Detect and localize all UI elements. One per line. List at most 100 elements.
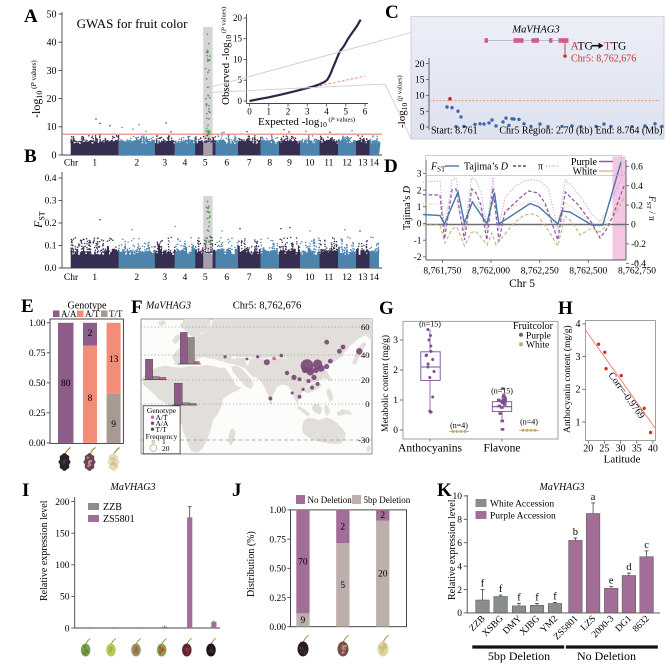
- svg-text:(n=4): (n=4): [450, 421, 468, 430]
- svg-text:8: 8: [88, 394, 93, 404]
- svg-text:15: 15: [415, 76, 425, 86]
- svg-text:1: 1: [92, 273, 97, 283]
- svg-text:Anthocyanin content (mg/g): Anthocyanin content (mg/g): [562, 325, 573, 433]
- svg-text:14: 14: [369, 273, 379, 283]
- svg-text:Anthocyanins: Anthocyanins: [398, 443, 462, 455]
- svg-text:13: 13: [358, 159, 368, 169]
- svg-text:35: 35: [632, 444, 642, 455]
- svg-text:Purple: Purple: [526, 331, 551, 341]
- svg-text:A/T: A/T: [85, 309, 100, 319]
- svg-text:6: 6: [457, 539, 462, 549]
- svg-text:20: 20: [361, 375, 370, 385]
- svg-text:80: 80: [61, 379, 71, 389]
- svg-text:25: 25: [599, 444, 609, 455]
- svg-text:20: 20: [415, 60, 425, 70]
- svg-text:0.3: 0.3: [45, 197, 57, 207]
- svg-text:T/T: T/T: [156, 425, 168, 434]
- svg-text:Latitude: Latitude: [604, 454, 641, 466]
- svg-text:A/T: A/T: [156, 413, 169, 422]
- svg-text:0: 0: [52, 150, 57, 161]
- svg-text:3: 3: [576, 352, 581, 363]
- svg-text:5: 5: [203, 159, 208, 169]
- svg-text:0: 0: [457, 609, 462, 619]
- svg-text:0.4: 0.4: [45, 174, 57, 184]
- svg-text:Flavone: Flavone: [483, 443, 520, 455]
- svg-text:-0.2: -0.2: [631, 240, 646, 250]
- svg-text:G: G: [379, 298, 394, 319]
- svg-text:8: 8: [267, 273, 272, 283]
- svg-text:End: 8.764 (Mb): End: 8.764 (Mb): [596, 126, 663, 137]
- svg-text:0: 0: [238, 96, 243, 106]
- svg-text:3: 3: [417, 170, 422, 180]
- svg-text:-0.4: -0.4: [631, 260, 646, 270]
- svg-text:MaVHAG3: MaVHAG3: [110, 482, 156, 493]
- svg-text:8,762,250: 8,762,250: [521, 267, 559, 277]
- svg-text:0: 0: [65, 624, 70, 634]
- svg-text:f: f: [535, 593, 539, 604]
- svg-text:1: 1: [162, 437, 166, 446]
- svg-text:A: A: [24, 6, 38, 27]
- svg-text:2: 2: [134, 273, 139, 283]
- svg-text:5bp Deletion: 5bp Deletion: [488, 649, 550, 663]
- svg-text:1: 1: [267, 107, 272, 117]
- svg-text:40: 40: [47, 38, 57, 49]
- svg-text:5: 5: [238, 75, 243, 85]
- svg-text:Chr5 Region: 2.70 (kb): Chr5 Region: 2.70 (kb): [499, 126, 592, 137]
- svg-text:0.75: 0.75: [269, 535, 286, 545]
- svg-text:2: 2: [576, 385, 581, 396]
- svg-text:C: C: [385, 2, 399, 23]
- svg-text:White: White: [573, 167, 598, 178]
- svg-text:White: White: [526, 340, 549, 350]
- svg-text:Start: 8.761: Start: 8.761: [431, 126, 478, 137]
- svg-text:5: 5: [344, 107, 349, 117]
- svg-text:5: 5: [340, 581, 345, 591]
- svg-text:0.2: 0.2: [631, 201, 643, 211]
- svg-text:11: 11: [324, 159, 333, 169]
- svg-text:200: 200: [55, 498, 70, 508]
- svg-text:f: f: [517, 592, 521, 603]
- svg-text:8,762,000: 8,762,000: [472, 267, 510, 277]
- svg-text:-1: -1: [414, 236, 422, 246]
- svg-text:Relative expression level: Relative expression level: [447, 499, 458, 600]
- svg-text:π: π: [538, 162, 543, 173]
- svg-text:Relative expression level: Relative expression level: [39, 500, 50, 601]
- svg-text:70: 70: [298, 558, 308, 568]
- svg-text:f: f: [481, 579, 485, 590]
- svg-text:d: d: [626, 562, 632, 573]
- svg-text:1.00: 1.00: [29, 319, 46, 329]
- svg-text:8,761,750: 8,761,750: [423, 267, 461, 277]
- svg-text:40: 40: [648, 444, 658, 455]
- svg-text:100: 100: [55, 561, 70, 571]
- svg-text:8: 8: [457, 516, 462, 526]
- svg-text:(n=15): (n=15): [491, 387, 513, 396]
- svg-text:1: 1: [92, 159, 97, 169]
- svg-text:-2: -2: [414, 253, 422, 263]
- svg-text:-30: -30: [358, 435, 369, 445]
- svg-text:0.6: 0.6: [631, 163, 643, 173]
- svg-text:30: 30: [47, 66, 57, 77]
- svg-text:20: 20: [47, 94, 57, 105]
- svg-text:0.75: 0.75: [29, 349, 46, 359]
- svg-text:60: 60: [361, 322, 370, 332]
- svg-text:15: 15: [233, 34, 243, 44]
- svg-text:Chr5: 8,762,676: Chr5: 8,762,676: [233, 301, 302, 312]
- svg-text:5bp Deletion: 5bp Deletion: [364, 495, 411, 505]
- svg-text:Distribution (%): Distribution (%): [246, 531, 257, 597]
- svg-text:FST / π: FST / π: [645, 195, 657, 221]
- svg-text:b: b: [573, 527, 578, 538]
- svg-text:MaVHAG3: MaVHAG3: [539, 482, 585, 493]
- svg-text:10: 10: [233, 55, 243, 65]
- svg-text:0.4: 0.4: [631, 182, 643, 192]
- svg-text:White Accession: White Accession: [490, 500, 554, 510]
- svg-text:0: 0: [417, 220, 422, 230]
- svg-text:5: 5: [420, 107, 425, 117]
- svg-text:0: 0: [365, 399, 369, 409]
- svg-text:0.00: 0.00: [269, 623, 286, 633]
- svg-text:(n=4): (n=4): [520, 418, 538, 427]
- svg-text:Chr5: 8,762,676: Chr5: 8,762,676: [571, 54, 636, 65]
- svg-text:0: 0: [393, 426, 398, 436]
- svg-text:4: 4: [183, 159, 188, 169]
- svg-text:10: 10: [305, 273, 315, 283]
- svg-text:20: 20: [162, 444, 170, 453]
- svg-text:9: 9: [301, 616, 306, 626]
